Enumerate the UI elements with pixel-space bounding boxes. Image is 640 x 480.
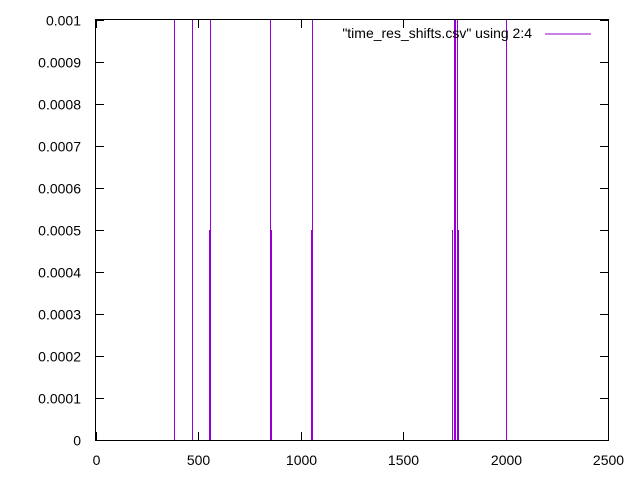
legend-label: "time_res_shifts.csv" using 2:4 — [342, 25, 532, 41]
x-tick-label: 0 — [93, 452, 101, 468]
plot-frame — [95, 19, 609, 441]
x-tick-label: 1500 — [388, 452, 419, 468]
y-tick-label: 0.0007 — [38, 139, 81, 155]
y-tick-label: 0 — [73, 433, 81, 449]
y-tick-label: 0.0002 — [38, 349, 81, 365]
x-tick-label: 2500 — [593, 452, 624, 468]
x-tick-labels: 0 500 1000 1500 2000 2500 — [93, 452, 625, 468]
y-tick-labels: 0 0.0001 0.0002 0.0003 0.0004 0.0005 0.0006 0.0… — [38, 13, 81, 449]
legend: "time_res_shifts.csv" using 2:4 — [342, 25, 591, 41]
y-tick-label: 0.0001 — [38, 391, 81, 407]
y-tick-label: 0.0004 — [38, 265, 81, 281]
x-tick-label: 500 — [187, 452, 211, 468]
y-tick-label: 0.0008 — [38, 97, 81, 113]
axis-ticks — [96, 20, 609, 441]
y-tick-label: 0.0003 — [38, 307, 81, 323]
y-tick-label: 0.001 — [46, 13, 81, 29]
y-tick-label: 0.0006 — [38, 181, 81, 197]
x-tick-label: 1000 — [286, 452, 317, 468]
data-series — [174, 20, 507, 440]
y-tick-label: 0.0005 — [38, 223, 81, 239]
y-tick-label: 0.0009 — [38, 55, 81, 71]
x-tick-label: 2000 — [491, 452, 522, 468]
